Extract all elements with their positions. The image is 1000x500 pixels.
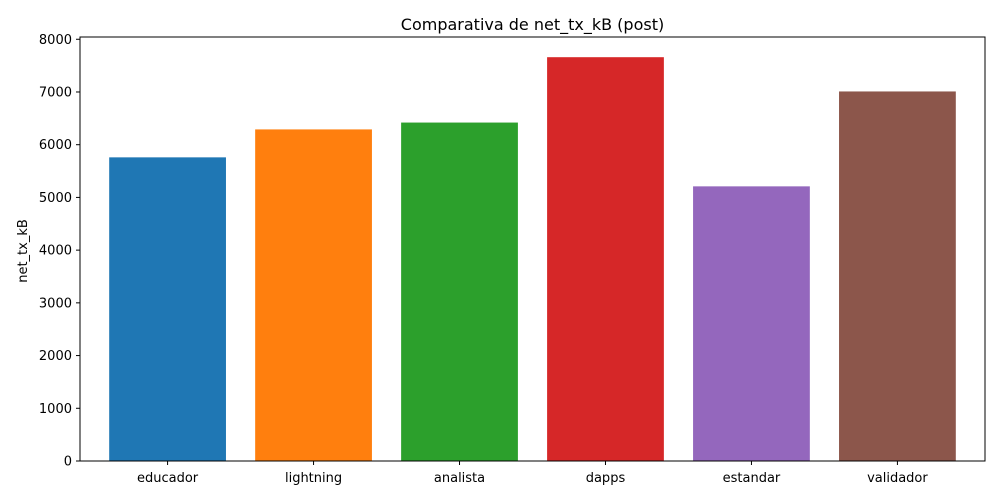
y-tick-label: 0 [64,455,72,470]
bars-group [109,57,956,462]
y-axis-ticks: 0 1000 2000 3000 4000 5000 6000 7000 8000 [39,33,80,470]
bar-estandar [693,186,810,462]
bar-validador [839,91,956,461]
x-tick-label: validador [867,471,928,486]
y-tick-label: 8000 [39,33,72,48]
bar-educador [109,157,226,461]
bar-lightning [255,129,372,461]
y-tick-label: 3000 [39,296,72,311]
chart-title: Comparativa de net_tx_kB (post) [401,15,664,35]
y-axis-label: net_tx_kB [16,219,31,283]
bar-dapps [547,57,664,461]
bar-analista [401,122,518,462]
y-tick-label: 6000 [39,138,72,153]
x-tick-label: dapps [586,471,626,486]
y-tick-label: 5000 [39,191,72,206]
x-tick-label: educador [137,471,199,486]
y-tick-label: 7000 [39,85,72,100]
x-tick-label: estandar [723,471,781,486]
plot-frame [79,36,986,462]
x-tick-label: lightning [285,471,342,486]
x-tick-label: analista [434,471,485,486]
y-tick-label: 1000 [39,402,72,417]
x-axis-ticks: educador lightning analista dapps estandar va… [137,461,928,486]
y-tick-label: 2000 [39,349,72,364]
y-tick-label: 4000 [39,244,72,259]
